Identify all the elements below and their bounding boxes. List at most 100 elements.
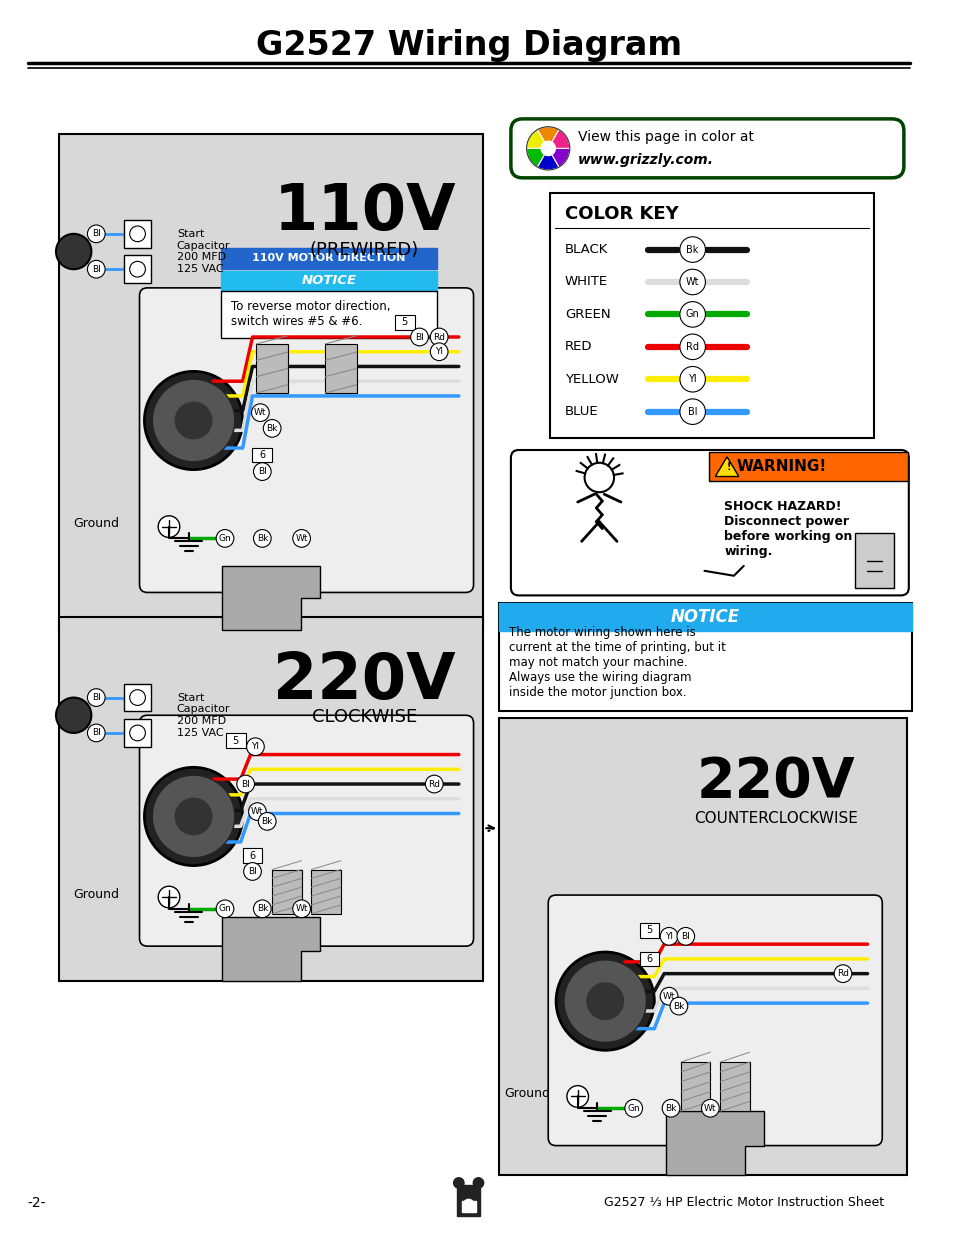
Bar [124,684,152,711]
Text: BLACK: BLACK [564,243,608,256]
Circle shape [566,1086,588,1108]
Wedge shape [526,148,548,167]
Text: Bl: Bl [257,467,267,477]
Circle shape [700,1099,719,1118]
Text: Rd: Rd [433,332,445,342]
Circle shape [216,900,233,918]
Text: Wt: Wt [295,904,308,914]
Circle shape [679,237,704,262]
Circle shape [152,776,234,858]
Text: Bl: Bl [415,332,423,342]
Text: 220V: 220V [697,755,855,809]
FancyBboxPatch shape [139,715,473,946]
Text: Wt: Wt [685,277,699,287]
Circle shape [833,965,851,983]
Bar [498,603,911,631]
Text: Yl: Yl [664,932,673,941]
Circle shape [144,372,242,469]
Circle shape [130,725,145,741]
Polygon shape [461,1200,475,1213]
Text: Bl: Bl [687,406,697,416]
Circle shape [472,1177,484,1189]
Text: Wt: Wt [703,1104,716,1113]
Circle shape [258,813,275,830]
Bar [680,1062,710,1112]
Bar [639,951,659,966]
Circle shape [158,516,179,537]
Bar [325,343,356,393]
Text: WARNING!: WARNING! [736,459,825,474]
Text: Bl: Bl [241,779,250,788]
Circle shape [293,900,310,918]
Circle shape [252,404,269,421]
Circle shape [56,233,91,269]
Circle shape [173,797,213,836]
Polygon shape [665,1112,763,1174]
Bar [498,719,906,1174]
Bar [59,618,483,981]
Bar [498,603,911,711]
Circle shape [236,776,254,793]
Text: Bl: Bl [248,867,256,876]
Text: Gn: Gn [218,534,232,543]
Text: G2527 Wiring Diagram: G2527 Wiring Diagram [255,28,681,62]
Circle shape [661,1099,679,1118]
Circle shape [243,862,261,881]
Circle shape [130,689,145,705]
Text: SHOCK HAZARD!
Disconnect power
before working on
wiring.: SHOCK HAZARD! Disconnect power before wo… [723,500,852,557]
Text: Bl: Bl [680,932,689,941]
Text: 6: 6 [646,953,652,963]
Text: Bk: Bk [261,816,273,826]
Bar [221,272,436,290]
Circle shape [539,141,556,156]
Text: Bl: Bl [91,693,101,701]
Text: CLOCKWISE: CLOCKWISE [312,708,416,726]
Text: Ground: Ground [503,1087,550,1100]
Wedge shape [548,130,569,148]
Circle shape [679,333,704,359]
Text: 6: 6 [249,851,255,861]
Circle shape [253,463,271,480]
Text: 5: 5 [401,317,408,327]
Bar [311,869,340,914]
Text: COUNTERCLOCKWISE: COUNTERCLOCKWISE [694,811,858,826]
Bar [124,220,152,247]
Text: Bk: Bk [256,904,268,914]
Text: WHITE: WHITE [564,275,607,289]
FancyBboxPatch shape [548,895,882,1146]
Polygon shape [715,457,738,477]
Bar [242,848,262,863]
Text: Wt: Wt [251,806,263,816]
Text: (PREWIRED): (PREWIRED) [310,241,418,258]
Wedge shape [537,148,558,170]
Bar [221,290,436,338]
Text: 110V: 110V [273,182,456,243]
Bar [256,343,288,393]
Text: BLUE: BLUE [564,405,598,419]
Bar [124,719,152,747]
Text: Bk: Bk [664,1104,676,1113]
Text: Start
Capacitor
200 MFD
125 VAC: Start Capacitor 200 MFD 125 VAC [176,230,230,274]
Bar [854,534,893,588]
Circle shape [88,689,105,706]
Text: 6: 6 [259,450,265,459]
FancyBboxPatch shape [511,119,902,178]
Bar [550,193,874,438]
Circle shape [585,982,624,1021]
Text: Bl: Bl [91,264,101,274]
Circle shape [679,269,704,295]
Text: RED: RED [564,341,592,353]
FancyBboxPatch shape [139,288,473,593]
Text: Bk: Bk [686,245,699,254]
Circle shape [430,343,448,361]
Text: G2527 ⅓ HP Electric Motor Instruction Sheet: G2527 ⅓ HP Electric Motor Instruction Sh… [603,1195,883,1209]
Text: www.grizzly.com.: www.grizzly.com. [578,153,713,167]
Wedge shape [526,130,548,148]
Circle shape [293,530,310,547]
Text: 5: 5 [645,925,652,935]
Circle shape [152,379,234,462]
Bar [221,247,436,269]
Circle shape [677,927,694,945]
Text: Rd: Rd [685,342,699,352]
Circle shape [263,420,281,437]
